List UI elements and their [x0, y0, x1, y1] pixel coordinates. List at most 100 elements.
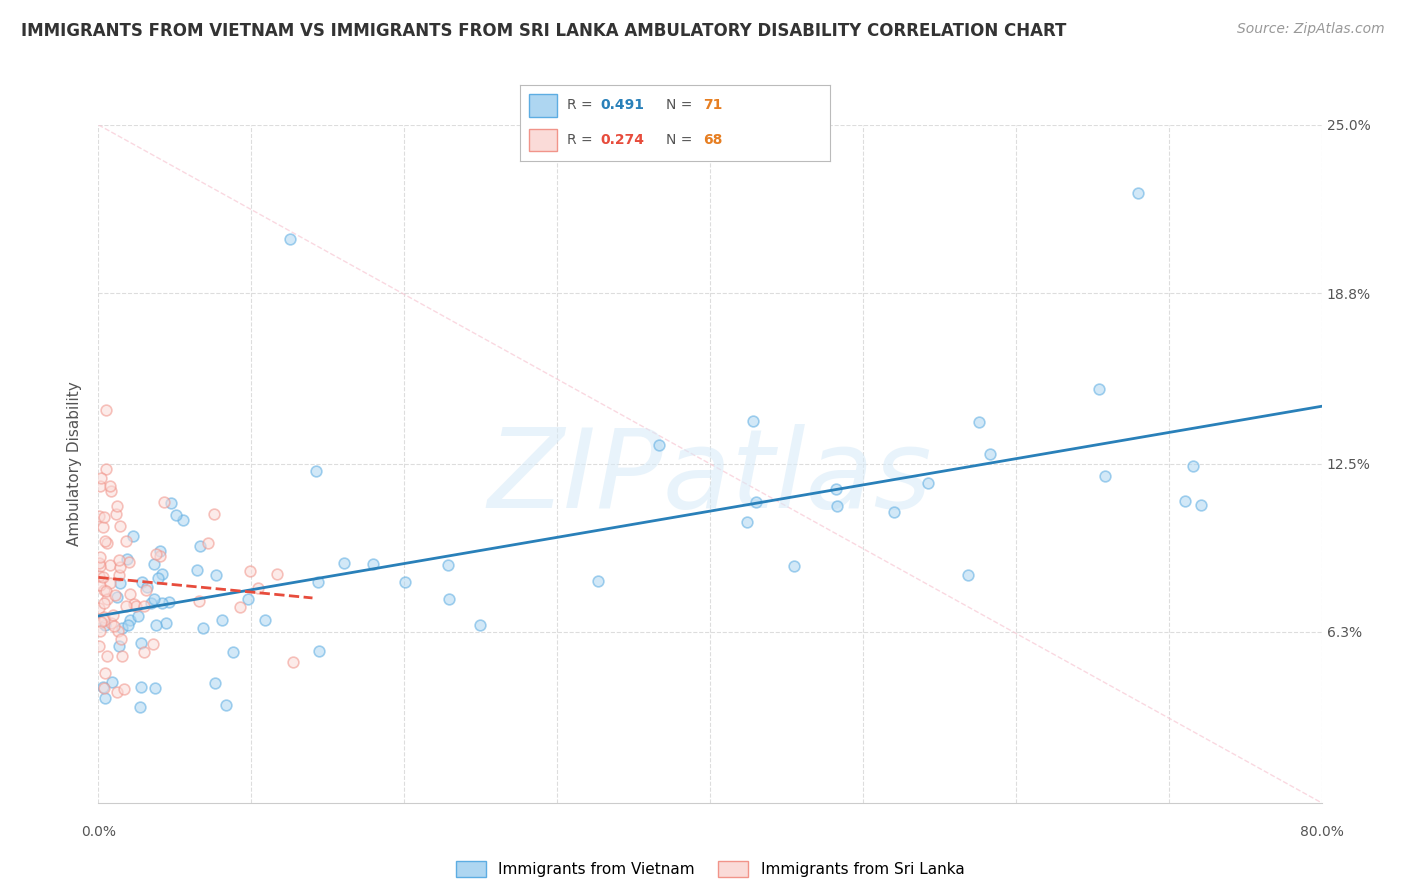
Point: [211, 613, 233, 627]
Point: [266, 567, 288, 582]
Point: [735, 515, 758, 529]
Point: [186, 564, 208, 578]
Point: [89, 624, 111, 638]
Point: [236, 591, 259, 606]
Point: [108, 568, 131, 582]
Point: [91, 520, 114, 534]
Point: [93, 681, 115, 696]
Point: [93, 596, 115, 610]
Point: [93, 617, 115, 632]
Point: [104, 508, 127, 522]
Point: [470, 618, 492, 632]
Point: [90, 471, 112, 485]
Point: [110, 632, 132, 646]
Point: [202, 507, 225, 521]
Point: [96, 648, 118, 663]
Point: [783, 558, 806, 573]
Point: [104, 588, 127, 602]
Point: [89, 578, 111, 592]
Point: [100, 483, 122, 498]
Point: [153, 494, 176, 508]
Point: [141, 596, 163, 610]
Point: [127, 608, 149, 623]
Point: [205, 568, 228, 582]
Text: ZIPatlas: ZIPatlas: [488, 424, 932, 531]
Point: [98, 479, 121, 493]
Point: [363, 557, 385, 571]
Text: 0.0%: 0.0%: [82, 825, 115, 839]
Text: 80.0%: 80.0%: [1299, 825, 1344, 839]
Point: [229, 600, 252, 615]
Point: [98, 558, 121, 572]
Point: [1088, 382, 1111, 396]
Text: N =: N =: [665, 133, 696, 147]
Point: [91, 680, 114, 694]
Point: [278, 232, 301, 246]
Point: [114, 533, 136, 548]
Point: [90, 615, 112, 629]
Point: [191, 621, 214, 635]
Point: [93, 583, 115, 598]
Point: [188, 594, 211, 608]
Point: [222, 644, 245, 658]
Text: 0.491: 0.491: [600, 98, 644, 112]
Point: [103, 619, 125, 633]
Point: [305, 463, 328, 477]
FancyBboxPatch shape: [530, 94, 557, 117]
Point: [101, 608, 124, 623]
Point: [165, 508, 187, 522]
Point: [122, 529, 145, 543]
Point: [155, 615, 177, 630]
Point: [100, 576, 122, 591]
Point: [437, 558, 460, 573]
Point: [134, 645, 156, 659]
Point: [125, 599, 148, 613]
Point: [110, 575, 132, 590]
Point: [1189, 498, 1212, 512]
Point: [149, 544, 172, 558]
Point: [108, 553, 131, 567]
Point: [254, 613, 277, 627]
Point: [118, 555, 141, 569]
Point: [1094, 469, 1116, 483]
Point: [93, 613, 115, 627]
Point: [146, 571, 169, 585]
Point: [333, 556, 356, 570]
Point: [825, 500, 848, 514]
Point: [588, 574, 610, 588]
Point: [1128, 186, 1150, 200]
Point: [247, 581, 270, 595]
Point: [100, 615, 122, 630]
Text: Source: ZipAtlas.com: Source: ZipAtlas.com: [1237, 22, 1385, 37]
Point: [89, 556, 111, 570]
Point: [129, 700, 152, 714]
Text: R =: R =: [567, 98, 596, 112]
Point: [129, 636, 152, 650]
Text: 0.274: 0.274: [600, 133, 644, 147]
Point: [122, 598, 145, 612]
Point: [239, 565, 262, 579]
Point: [94, 690, 117, 705]
Text: N =: N =: [665, 98, 696, 112]
Point: [204, 676, 226, 690]
Point: [110, 518, 132, 533]
Point: [89, 568, 111, 582]
Text: IMMIGRANTS FROM VIETNAM VS IMMIGRANTS FROM SRI LANKA AMBULATORY DISABILITY CORRE: IMMIGRANTS FROM VIETNAM VS IMMIGRANTS FR…: [21, 22, 1067, 40]
Point: [135, 583, 157, 598]
Point: [142, 557, 165, 571]
Point: [742, 414, 765, 428]
Point: [129, 680, 152, 694]
Point: [437, 591, 460, 606]
Point: [215, 698, 238, 713]
Point: [93, 510, 115, 524]
Point: [1173, 493, 1195, 508]
Point: [89, 549, 111, 564]
Point: [114, 599, 136, 613]
Point: [118, 613, 141, 627]
Point: [89, 640, 111, 654]
Point: [108, 639, 131, 653]
Point: [94, 665, 117, 680]
Point: [117, 617, 139, 632]
Point: [143, 681, 166, 695]
Point: [105, 590, 128, 604]
